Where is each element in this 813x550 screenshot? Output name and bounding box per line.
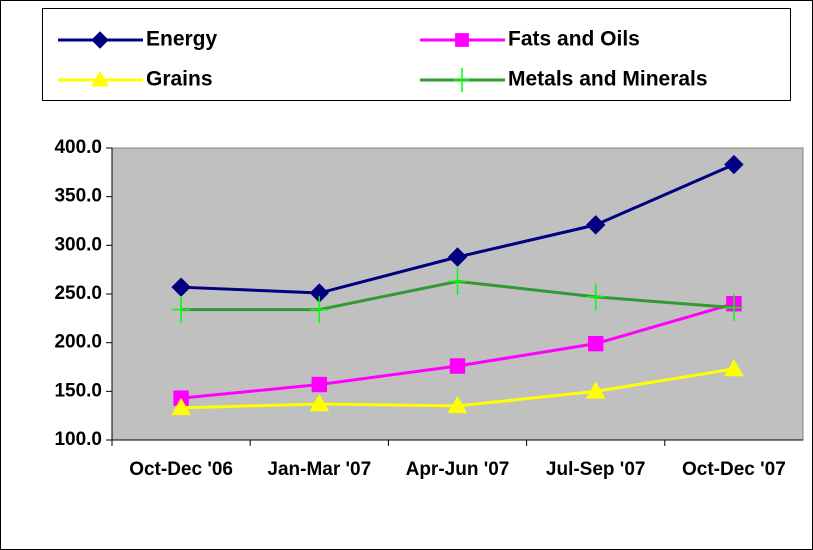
marker <box>447 395 468 414</box>
marker <box>454 68 470 92</box>
marker <box>455 33 469 47</box>
marker <box>91 70 109 87</box>
marker <box>585 215 606 235</box>
legend-label: Grains <box>146 68 213 91</box>
marker <box>449 358 466 374</box>
marker <box>724 358 744 377</box>
legend-label: Fats and Oils <box>508 28 640 51</box>
y-tick-label: 250.0 <box>54 283 102 304</box>
y-tick-label: 150.0 <box>54 380 102 401</box>
marker <box>586 283 605 311</box>
legend-label: Energy <box>146 28 218 51</box>
marker <box>171 397 191 416</box>
marker <box>724 154 744 175</box>
marker <box>585 381 606 399</box>
y-tick-label: 400.0 <box>54 137 102 158</box>
marker <box>447 247 468 267</box>
y-tick-label: 200.0 <box>54 332 102 353</box>
marker <box>724 294 743 322</box>
y-tick-label: 100.0 <box>54 429 102 450</box>
y-tick-label: 350.0 <box>54 186 102 207</box>
y-tick-label: 300.0 <box>54 234 102 255</box>
x-tick-label: Oct-Dec '07 <box>681 459 786 480</box>
marker <box>311 376 328 393</box>
marker <box>448 267 467 295</box>
marker <box>588 335 604 352</box>
marker <box>309 393 330 412</box>
x-tick-label: Jan-Mar '07 <box>267 459 372 480</box>
marker <box>91 31 109 49</box>
marker <box>310 296 329 324</box>
x-tick-label: Jul-Sep '07 <box>545 459 646 480</box>
legend-box <box>42 8 791 101</box>
x-tick-label: Apr-Jun '07 <box>405 459 510 480</box>
marker <box>172 296 191 324</box>
legend-label: Metals and Minerals <box>508 68 708 91</box>
x-tick-label: Oct-Dec '06 <box>129 459 233 480</box>
